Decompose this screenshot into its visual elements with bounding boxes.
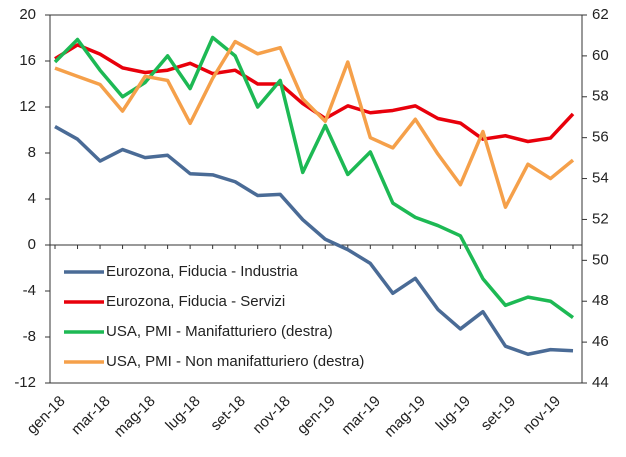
x-tick-label: lug-18 [162, 393, 204, 435]
legend-label: Eurozona, Fiducia - Industria [106, 263, 298, 280]
x-tick-label: mag-19 [381, 393, 429, 441]
series-line [54, 125, 574, 356]
x-tick-label: set-18 [207, 393, 249, 435]
legend-label: USA, PMI - Manifatturiero (destra) [106, 323, 333, 340]
y2-tick-label: 58 [592, 88, 609, 105]
x-tick-label: set-19 [478, 393, 520, 435]
x-tick-label: mag-18 [111, 393, 159, 441]
y2-tick-label: 48 [592, 292, 609, 309]
x-tick-label: nov-18 [249, 393, 293, 437]
y-tick-label: -12 [14, 374, 36, 391]
y-tick-label: 8 [28, 144, 36, 161]
y2-tick-label: 44 [592, 374, 609, 391]
y-tick-label: 12 [19, 98, 36, 115]
y-tick-label: -8 [23, 328, 36, 345]
y2-tick-label: 50 [592, 251, 609, 268]
y2-tick-label: 54 [592, 170, 609, 187]
legend-label: USA, PMI - Non manifatturiero (destra) [106, 353, 364, 370]
y2-tick-label: 62 [592, 6, 609, 23]
y2-tick-label: 60 [592, 47, 609, 64]
y2-tick-label: 46 [592, 333, 609, 350]
x-tick-label: gen-19 [294, 393, 339, 438]
y-tick-label: 0 [28, 236, 36, 253]
x-tick-label: mar-19 [338, 393, 384, 439]
series-line [54, 39, 575, 209]
y2-tick-label: 56 [592, 129, 609, 146]
x-tick-label: mar-18 [68, 393, 114, 439]
x-tick-label: lug-19 [433, 393, 475, 435]
y2-tick-label: 52 [592, 210, 609, 227]
x-tick-label: nov-19 [520, 393, 564, 437]
x-tick-label: gen-18 [24, 393, 69, 438]
y-tick-label: 4 [28, 190, 36, 207]
y-tick-label: 20 [19, 6, 36, 23]
legend-label: Eurozona, Fiducia - Servizi [106, 293, 285, 310]
y-tick-label: -4 [23, 282, 36, 299]
y-tick-label: 16 [19, 52, 36, 69]
